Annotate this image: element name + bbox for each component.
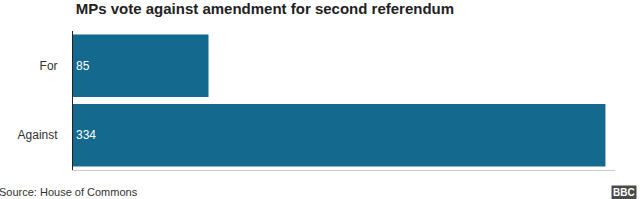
svg-text:334: 334 bbox=[76, 128, 96, 142]
svg-text:BBC: BBC bbox=[613, 187, 635, 198]
svg-text:MPs vote against amendment for: MPs vote against amendment for second re… bbox=[76, 0, 454, 16]
svg-text:85: 85 bbox=[76, 59, 90, 73]
svg-text:For: For bbox=[40, 59, 58, 73]
svg-text:Source: House of Commons: Source: House of Commons bbox=[0, 186, 138, 198]
svg-text:Against: Against bbox=[18, 128, 59, 142]
